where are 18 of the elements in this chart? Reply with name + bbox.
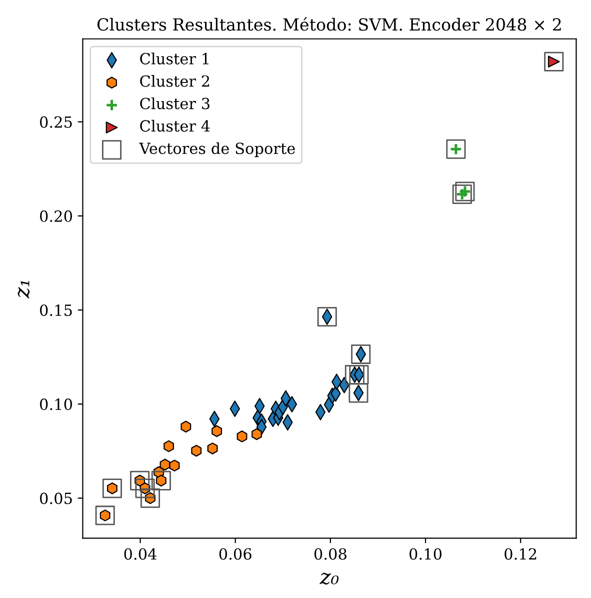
x-tick-label: 0.04 [124,548,157,560]
y-tick-label: 0.20 [40,210,72,222]
legend-label: Cluster 4 [140,120,210,132]
x-tick-label: 0.08 [314,548,346,560]
y-axis-title: z₁ [18,281,30,298]
chart-title: Clusters Resultantes. Método: SVM. Encoder 2048 × 2 [97,17,561,31]
legend-label: Cluster 2 [140,75,210,87]
y-tick-label: 0.05 [40,492,72,504]
x-tick-label: 0.06 [219,548,252,560]
legend-label: Cluster 3 [140,97,210,110]
y-tick-label: 0.10 [40,398,72,410]
legend-label: Vectores de Soporte [139,142,295,158]
legend-label: Cluster 1 [140,52,208,64]
x-axis-title: z₀ [320,572,339,585]
x-tick-label: 0.10 [410,548,442,560]
x-tick-label: 0.12 [504,548,536,560]
y-tick-label: 0.15 [40,304,72,316]
y-tick-label: 0.25 [40,116,72,128]
